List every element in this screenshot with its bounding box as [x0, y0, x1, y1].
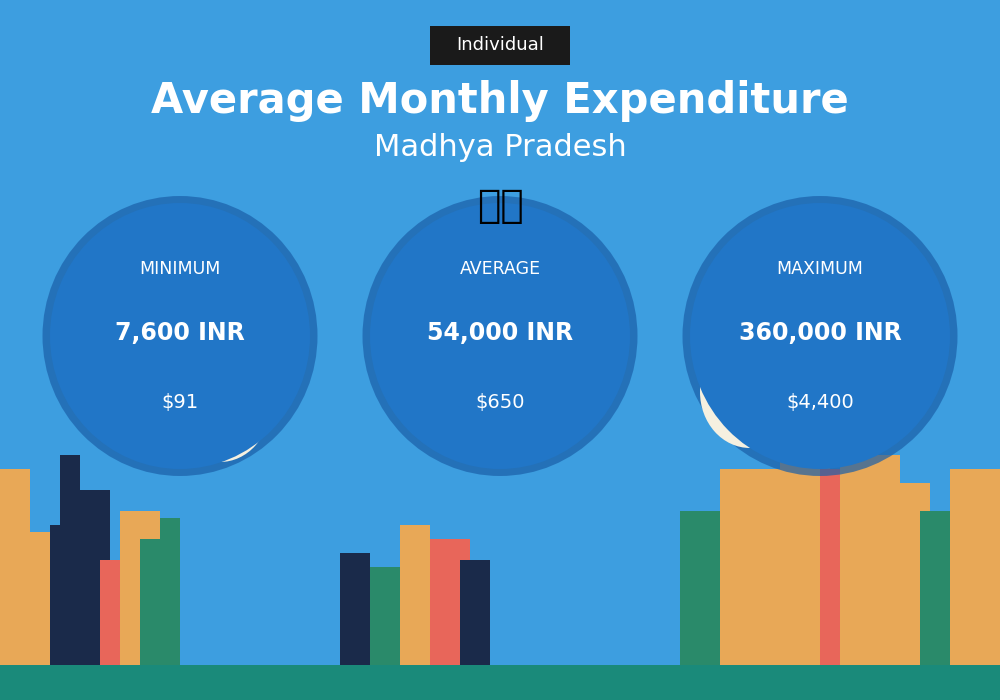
Bar	[0, 469, 30, 665]
Bar	[340, 553, 370, 665]
Bar	[400, 525, 430, 665]
Bar	[370, 567, 410, 665]
Text: Average Monthly Expenditure: Average Monthly Expenditure	[151, 80, 849, 122]
Bar	[0, 665, 1000, 700]
Bar	[100, 560, 130, 665]
Bar	[460, 560, 490, 665]
Ellipse shape	[170, 350, 270, 462]
Ellipse shape	[42, 196, 318, 476]
Bar	[140, 539, 160, 665]
FancyBboxPatch shape	[430, 26, 570, 64]
Bar	[70, 490, 110, 665]
Bar	[920, 511, 960, 665]
Bar	[820, 469, 850, 665]
Ellipse shape	[50, 203, 310, 469]
Text: $91: $91	[161, 393, 199, 412]
Bar	[430, 539, 470, 665]
Bar	[60, 455, 80, 665]
Bar	[20, 532, 70, 665]
Bar	[950, 469, 1000, 665]
Text: 360,000 INR: 360,000 INR	[739, 321, 901, 344]
Bar	[880, 483, 930, 665]
Bar	[760, 497, 800, 665]
Text: Madhya Pradesh: Madhya Pradesh	[374, 132, 626, 162]
Text: MAXIMUM: MAXIMUM	[777, 260, 863, 279]
Bar	[780, 441, 830, 665]
Text: $650: $650	[475, 393, 525, 412]
Text: AVERAGE: AVERAGE	[459, 260, 541, 279]
Ellipse shape	[690, 203, 950, 469]
Bar	[120, 511, 160, 665]
Ellipse shape	[682, 196, 958, 476]
Bar	[680, 511, 730, 665]
Bar	[840, 455, 900, 665]
Text: MINIMUM: MINIMUM	[139, 260, 221, 279]
Bar	[50, 525, 90, 665]
Text: 7,600 INR: 7,600 INR	[115, 321, 245, 344]
Text: 54,000 INR: 54,000 INR	[427, 321, 573, 344]
Ellipse shape	[370, 203, 630, 469]
Text: Individual: Individual	[456, 36, 544, 55]
Text: 🇮🇳: 🇮🇳	[477, 188, 523, 225]
Ellipse shape	[700, 336, 800, 448]
Bar	[720, 469, 780, 665]
Text: $4,400: $4,400	[786, 393, 854, 412]
Bar	[160, 518, 180, 665]
Ellipse shape	[362, 196, 638, 476]
